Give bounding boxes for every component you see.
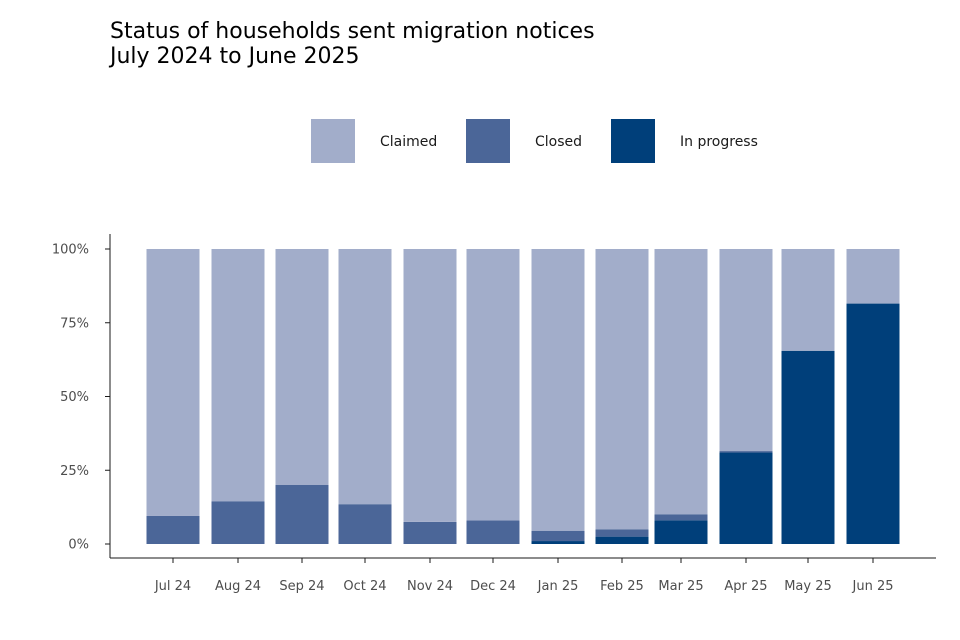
bar-claimed-apr-25 (719, 249, 773, 452)
x-tick-label: Jul 24 (154, 579, 191, 594)
legend: Claimed Closed In progress (311, 119, 758, 163)
bar-in-progress-apr-25 (719, 452, 773, 544)
bar-closed-jan-25 (531, 530, 585, 542)
bar-in-progress-jan-25 (531, 541, 585, 544)
legend-swatch-closed (466, 119, 510, 163)
bar-claimed-mar-25 (654, 249, 708, 515)
x-tick-label: Aug 24 (215, 579, 261, 594)
bar-claimed-nov-24 (403, 249, 457, 522)
bar-claimed-jan-25 (531, 249, 585, 531)
y-tick-label: 0% (68, 538, 89, 553)
bar-in-progress-feb-25 (595, 536, 649, 544)
legend-label-in-progress: In progress (680, 134, 758, 150)
legend-label-closed: Closed (535, 134, 582, 150)
chart-title: Status of households sent migration noti… (110, 19, 595, 69)
bar-closed-sep-24 (275, 485, 329, 544)
bar-closed-oct-24 (338, 504, 392, 544)
x-tick-label: Oct 24 (343, 579, 386, 594)
bar-closed-apr-25 (719, 451, 773, 453)
y-tick-label: 75% (60, 316, 89, 331)
bars (146, 249, 900, 544)
bar-claimed-may-25 (781, 249, 835, 351)
y-tick-label: 25% (60, 464, 89, 479)
bar-claimed-jul-24 (146, 249, 200, 516)
x-tick-label: May 25 (784, 579, 832, 594)
bar-claimed-dec-24 (466, 249, 520, 521)
x-tick-label: Mar 25 (658, 579, 703, 594)
y-tick-label: 50% (60, 390, 89, 405)
chart-title-line: Status of households sent migration noti… (110, 19, 595, 44)
bar-in-progress-jun-25 (846, 303, 900, 544)
bar-claimed-jun-25 (846, 249, 900, 304)
x-tick-label: Sep 24 (279, 579, 324, 594)
x-tick-label: Apr 25 (724, 579, 767, 594)
bar-claimed-sep-24 (275, 249, 329, 485)
bar-closed-aug-24 (211, 501, 265, 544)
bar-closed-dec-24 (466, 520, 520, 544)
x-tick-label: Feb 25 (600, 579, 644, 594)
legend-label-claimed: Claimed (380, 134, 437, 150)
axes: 0% 25% 50% 75% 100% Jul 24 Aug 24 Sep 24 Oct 24 N… (52, 234, 936, 594)
bar-closed-feb-25 (595, 529, 649, 537)
bar-in-progress-mar-25 (654, 520, 708, 544)
x-tick-label: Dec 24 (470, 579, 516, 594)
bar-closed-jul-24 (146, 515, 200, 544)
bar-closed-nov-24 (403, 521, 457, 544)
x-tick-label: Jan 25 (537, 579, 579, 594)
x-tick-label: Jun 25 (852, 579, 894, 594)
legend-swatch-in-progress (611, 119, 655, 163)
bar-claimed-aug-24 (211, 249, 265, 502)
bar-in-progress-may-25 (781, 350, 835, 544)
y-tick-label: 100% (52, 243, 89, 258)
bar-claimed-feb-25 (595, 249, 649, 530)
legend-swatch-claimed (311, 119, 355, 163)
chart-subtitle: July 2024 to June 2025 (110, 44, 360, 69)
bar-claimed-oct-24 (338, 249, 392, 505)
x-tick-label: Nov 24 (407, 579, 453, 594)
bar-closed-mar-25 (654, 514, 708, 521)
